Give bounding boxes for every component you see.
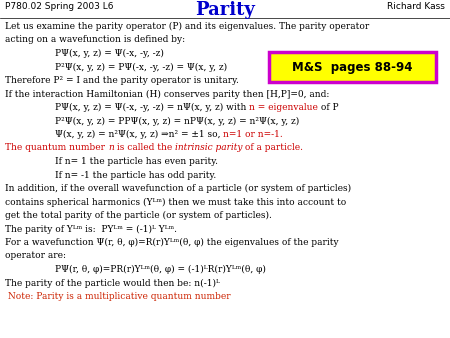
Text: If the interaction Hamiltonian (H) conserves parity then [H,P]=0, and:: If the interaction Hamiltonian (H) conse… [5,90,329,99]
Text: PΨ(x, y, z) = Ψ(-x, -y, -z) = nΨ(x, y, z) with: PΨ(x, y, z) = Ψ(-x, -y, -z) = nΨ(x, y, z… [55,103,249,112]
Text: The parity of Yᴸᵐ is:  PYᴸᵐ = (-1)ᴸ Yᴸᵐ.: The parity of Yᴸᵐ is: PYᴸᵐ = (-1)ᴸ Yᴸᵐ. [5,224,177,234]
Text: Richard Kass: Richard Kass [387,2,445,11]
Text: P²Ψ(x, y, z) = PPΨ(x, y, z) = nPΨ(x, y, z) = n²Ψ(x, y, z): P²Ψ(x, y, z) = PPΨ(x, y, z) = nPΨ(x, y, … [55,117,299,126]
Text: M&S  pages 88-94: M&S pages 88-94 [292,61,413,73]
Text: If n= -1 the particle has odd parity.: If n= -1 the particle has odd parity. [55,170,216,179]
Text: acting on a wavefunction is defined by:: acting on a wavefunction is defined by: [5,35,185,45]
Text: n: n [108,144,113,152]
Text: n = eigenvalue: n = eigenvalue [249,103,318,112]
Text: If n= 1 the particle has even parity.: If n= 1 the particle has even parity. [55,157,218,166]
Text: of a particle.: of a particle. [242,144,303,152]
Text: is called the: is called the [113,144,175,152]
Text: PΨ(x, y, z) = Ψ(-x, -y, -z): PΨ(x, y, z) = Ψ(-x, -y, -z) [55,49,164,58]
Text: intrinsic parity: intrinsic parity [175,144,242,152]
Text: operator are:: operator are: [5,251,66,261]
Text: P780.02 Spring 2003 L6: P780.02 Spring 2003 L6 [5,2,113,11]
Text: PΨ(r, θ, φ)=PR(r)Yᴸᵐ(θ, φ) = (-1)ᴸR(r)Yᴸᵐ(θ, φ): PΨ(r, θ, φ)=PR(r)Yᴸᵐ(θ, φ) = (-1)ᴸR(r)Yᴸ… [55,265,266,274]
Text: The quantum number: The quantum number [5,144,108,152]
Text: n=1 or n=-1.: n=1 or n=-1. [223,130,283,139]
Text: Let us examine the parity operator (P) and its eigenvalues. The parity operator: Let us examine the parity operator (P) a… [5,22,369,31]
Text: In addition, if the overall wavefunction of a particle (or system of particles): In addition, if the overall wavefunction… [5,184,351,193]
Text: Parity: Parity [195,1,255,19]
Text: of P: of P [318,103,339,112]
FancyBboxPatch shape [269,52,436,82]
Text: P²Ψ(x, y, z) = PΨ(-x, -y, -z) = Ψ(x, y, z): P²Ψ(x, y, z) = PΨ(-x, -y, -z) = Ψ(x, y, … [55,63,227,72]
Text: Note: Parity is a multiplicative quantum number: Note: Parity is a multiplicative quantum… [5,292,230,301]
Text: Ψ(x, y, z) = n²Ψ(x, y, z) ⇒n² = ±1 so,: Ψ(x, y, z) = n²Ψ(x, y, z) ⇒n² = ±1 so, [55,130,223,139]
Text: For a wavefunction Ψ(r, θ, φ)=R(r)Yᴸᵐ(θ, φ) the eigenvalues of the parity: For a wavefunction Ψ(r, θ, φ)=R(r)Yᴸᵐ(θ,… [5,238,338,247]
Text: The parity of the particle would then be: n(-1)ᴸ: The parity of the particle would then be… [5,279,220,288]
Text: contains spherical harmonics (Yᴸᵐ) then we must take this into account to: contains spherical harmonics (Yᴸᵐ) then … [5,197,346,207]
Text: get the total parity of the particle (or system of particles).: get the total parity of the particle (or… [5,211,272,220]
Text: Therefore P² = I and the parity operator is unitary.: Therefore P² = I and the parity operator… [5,76,239,85]
